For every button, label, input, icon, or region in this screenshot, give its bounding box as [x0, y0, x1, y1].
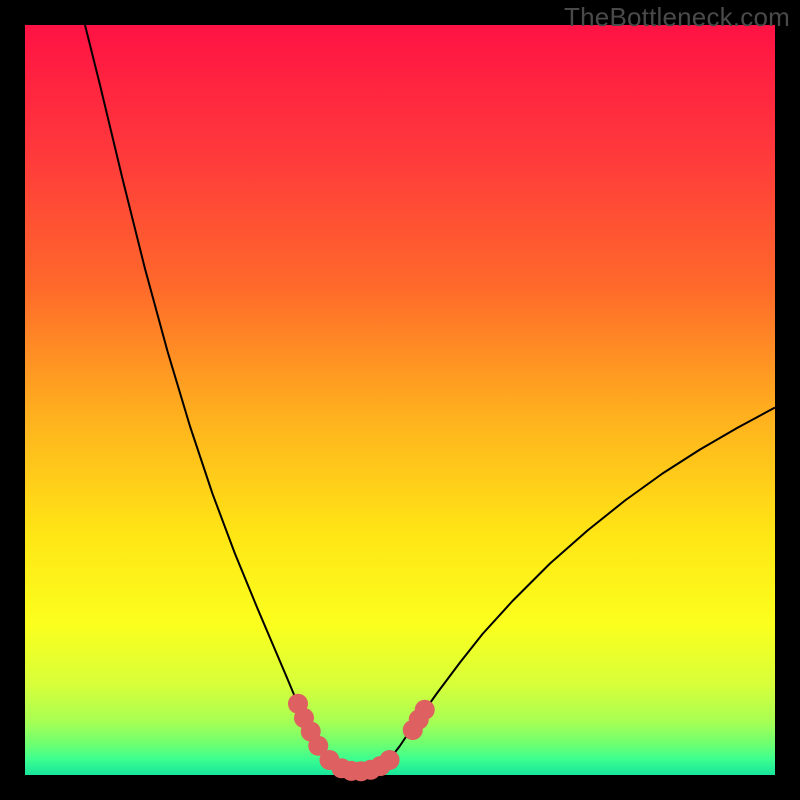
chart-frame: TheBottleneck.com: [0, 0, 800, 800]
highlight-dot: [415, 700, 435, 720]
plot-background-gradient: [25, 25, 775, 775]
watermark-text: TheBottleneck.com: [564, 2, 790, 33]
chart-svg: [0, 0, 800, 800]
highlight-dot: [380, 750, 400, 770]
